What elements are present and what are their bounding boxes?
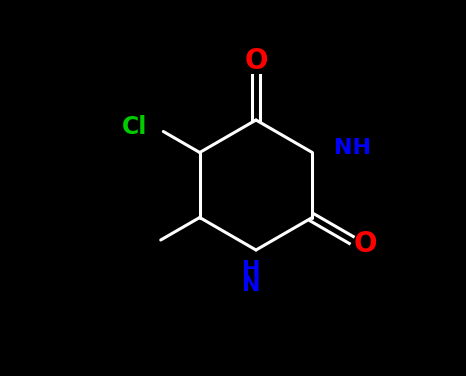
Text: N: N: [242, 275, 260, 295]
Text: Cl: Cl: [122, 115, 147, 139]
Text: O: O: [354, 230, 377, 258]
Text: O: O: [244, 47, 268, 75]
Text: NH: NH: [334, 138, 371, 158]
Text: H: H: [242, 260, 260, 280]
